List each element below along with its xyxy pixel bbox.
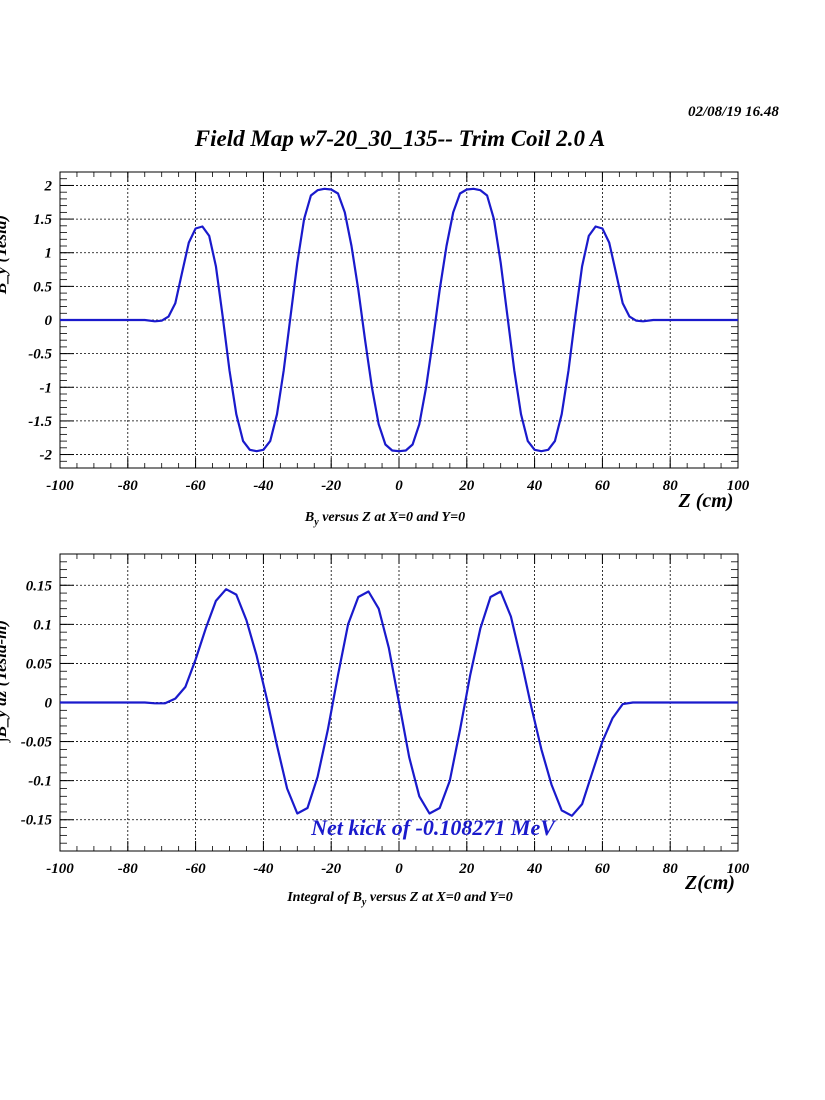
chart1-x-tick-label: 20 — [458, 478, 475, 494]
page-title: Field Map w7-20_30_135-- Trim Coil 2.0 A — [194, 126, 606, 151]
chart2-y-tick-label: 0.1 — [33, 617, 52, 633]
chart1-x-tick-label: 40 — [526, 478, 543, 494]
chart1-x-tick-label: 0 — [395, 478, 403, 494]
chart1-y-tick-label: 2 — [44, 178, 53, 194]
chart1-x-tick-label: 100 — [727, 478, 750, 494]
chart1-y-axis-label: B_y (Tesla) — [0, 215, 10, 295]
chart2-y-tick-label: 0 — [45, 696, 53, 712]
chart1-caption: By versus Z at X=0 and Y=0 — [304, 510, 466, 528]
chart1-y-tick-label: -0.5 — [28, 347, 52, 363]
chart2-x-tick-label: 0 — [395, 861, 403, 877]
chart2-x-tick-label: -40 — [253, 861, 273, 877]
chart2-x-tick-label: 80 — [663, 861, 679, 877]
chart2-x-tick-label: 20 — [458, 861, 475, 877]
chart2-y-axis-label: ∫B_y dz (Tesla-m) — [0, 620, 11, 743]
chart2-annotation: Net kick of -0.108271 MeV — [310, 815, 557, 840]
chart1-x-axis-label: Z (cm) — [678, 490, 734, 512]
chart1-x-tick-label: -80 — [118, 478, 138, 494]
chart2-x-tick-label: 60 — [595, 861, 611, 877]
chart1-x-tick-label: -100 — [46, 478, 74, 494]
chart1-y-tick-label: 0 — [45, 313, 53, 329]
chart2-x-tick-label: -60 — [186, 861, 206, 877]
chart2-x-tick-label: -20 — [321, 861, 341, 877]
chart1-y-tick-label: 1 — [45, 246, 53, 262]
chart2-y-tick-label: 0.15 — [26, 578, 53, 594]
date-stamp: 02/08/19 16.48 — [688, 104, 779, 120]
chart2-y-tick-label: -0.15 — [21, 813, 53, 829]
chart1-y-tick-label: -1.5 — [28, 414, 52, 430]
chart2-x-tick-label: 40 — [526, 861, 543, 877]
chart1-x-tick-label: 60 — [595, 478, 611, 494]
chart1-y-tick-label: 1.5 — [33, 212, 52, 228]
chart2-x-tick-label: 100 — [727, 861, 750, 877]
chart2-y-tick-label: -0.05 — [21, 735, 53, 751]
chart1-y-tick-label: 0.5 — [33, 279, 52, 295]
chart2-x-tick-label: -100 — [46, 861, 74, 877]
chart2-series-line — [60, 588, 738, 817]
chart1-x-tick-label: 80 — [663, 478, 679, 494]
chart1-x-tick-label: -20 — [321, 478, 341, 494]
chart2-caption: Integral of By versus Z at X=0 and Y=0 — [287, 890, 513, 908]
chart1-series-line — [60, 187, 738, 453]
chart2-x-tick-label: -80 — [118, 861, 138, 877]
chart1-x-tick-label: -60 — [186, 478, 206, 494]
chart2-y-tick-label: 0.05 — [26, 656, 53, 672]
chart2-x-axis-label: Z(cm) — [684, 872, 735, 894]
chart1-y-tick-label: -1 — [40, 380, 53, 396]
chart2-y-tick-label: -0.1 — [28, 774, 52, 790]
chart1-x-tick-label: -40 — [253, 478, 273, 494]
chart1-y-tick-label: -2 — [40, 448, 53, 464]
